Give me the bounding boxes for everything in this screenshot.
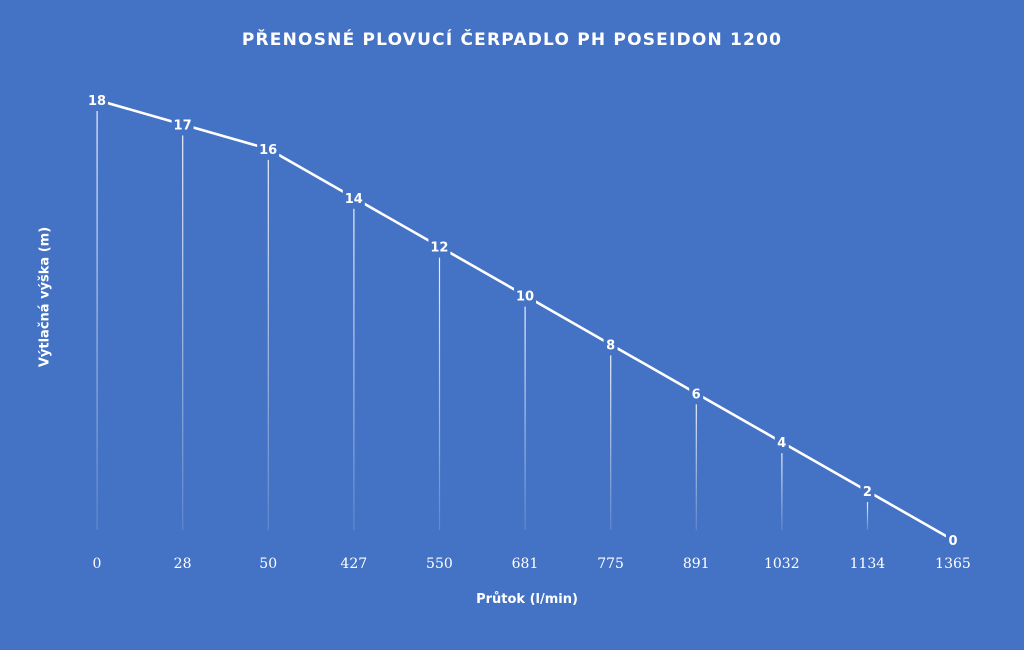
data-label-background <box>860 482 875 501</box>
data-label-background <box>603 335 618 354</box>
data-label: 8 <box>606 338 615 353</box>
data-label-background <box>689 384 704 403</box>
x-tick-label: 0 <box>93 556 102 572</box>
data-label-background <box>171 115 194 134</box>
drop-line <box>695 404 697 530</box>
x-tick-label: 427 <box>340 556 367 572</box>
drop-line <box>610 355 612 530</box>
data-label: 12 <box>430 241 448 256</box>
data-label-background <box>428 237 451 256</box>
data-label-background <box>514 286 536 305</box>
drop-line <box>866 502 869 530</box>
data-label-background <box>946 531 960 549</box>
drop-line <box>781 453 783 530</box>
data-label: 2 <box>863 485 872 500</box>
data-label: 14 <box>345 192 363 207</box>
x-tick-label: 1032 <box>764 556 800 572</box>
chart-title: PŘENOSNÉ PLOVUCÍ ČERPADLO PH POSEIDON 12… <box>241 30 783 50</box>
x-tick-label: 28 <box>174 556 192 572</box>
x-tick-label: 1365 <box>935 556 971 572</box>
drop-line <box>267 159 269 530</box>
x-tick-label: 50 <box>259 556 277 572</box>
x-tick-label: 550 <box>426 556 453 572</box>
data-label-background <box>774 433 789 452</box>
data-label: 18 <box>88 94 106 109</box>
data-label: 4 <box>777 436 786 451</box>
x-tick-label: 891 <box>683 556 710 572</box>
drop-line <box>182 135 184 530</box>
drop-line <box>524 306 526 530</box>
data-label: 16 <box>259 143 277 158</box>
x-axis-label: Průtok (l/min) <box>476 592 578 607</box>
drop-line <box>438 257 441 530</box>
drop-line <box>96 111 98 530</box>
data-label: 6 <box>692 387 701 402</box>
data-label-background <box>257 139 280 158</box>
data-label-background <box>86 91 108 109</box>
data-label: 17 <box>174 118 192 133</box>
data-label: 0 <box>948 534 957 549</box>
x-tick-label: 1134 <box>850 556 886 572</box>
drop-line <box>353 208 355 530</box>
data-label: 10 <box>516 290 534 305</box>
data-label-background <box>342 188 365 207</box>
x-tick-label: 681 <box>512 556 539 572</box>
x-tick-label: 775 <box>597 556 624 572</box>
